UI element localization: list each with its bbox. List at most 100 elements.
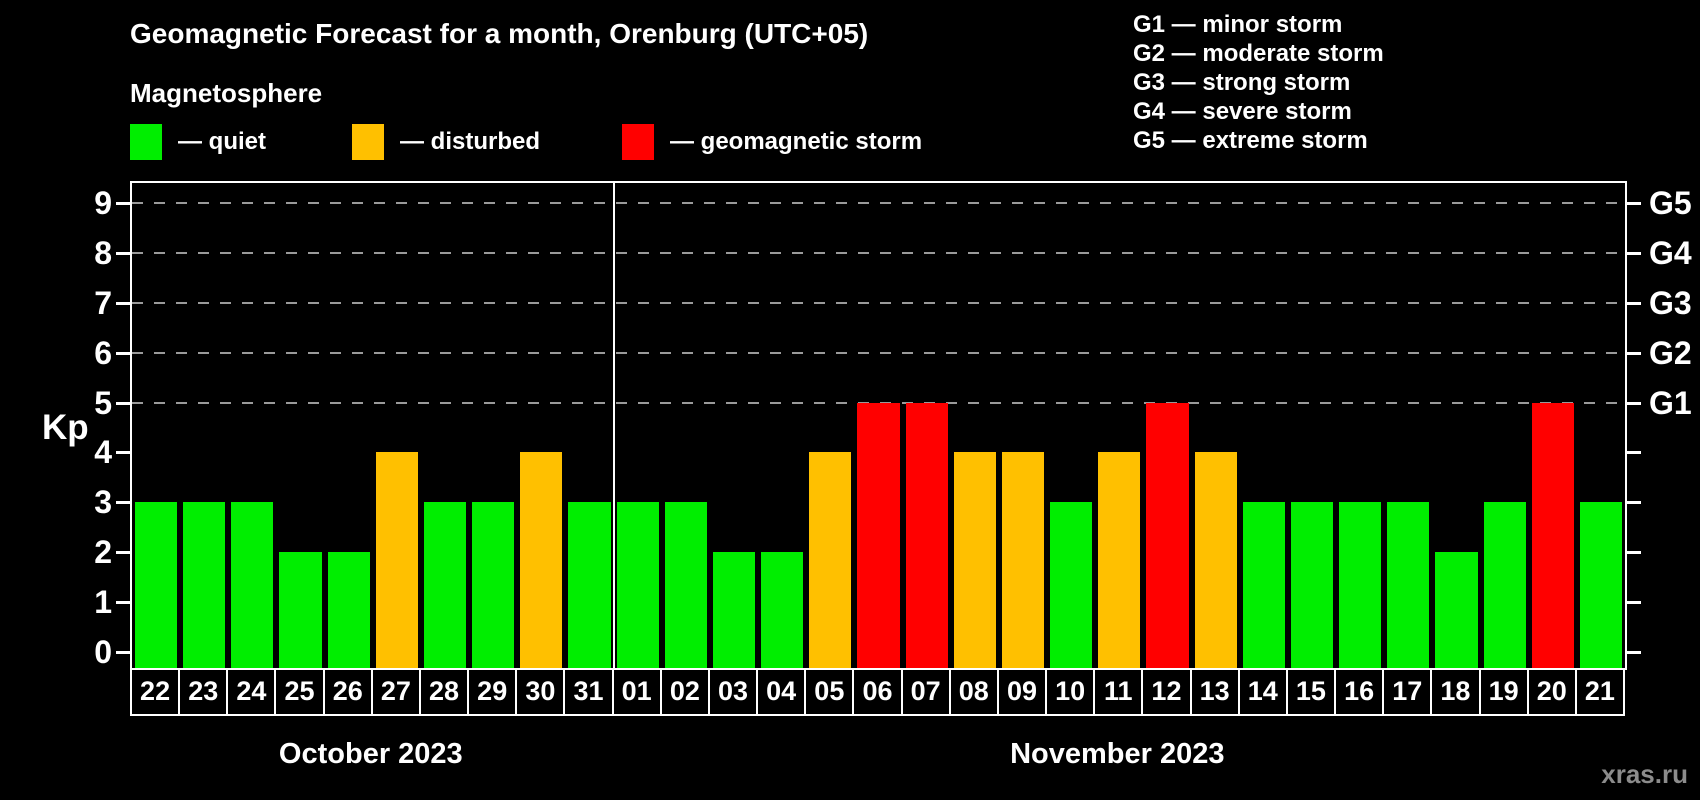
day-label-cell-20: 20	[1526, 668, 1577, 716]
day-label-cell-22: 22	[130, 668, 181, 716]
y-tick-label-3: 3	[94, 484, 112, 521]
right-axis-label-G1: G1	[1649, 384, 1692, 421]
kp-bar-19	[1483, 502, 1526, 668]
y-tick-label-5: 5	[94, 384, 112, 421]
gridline-kp9	[132, 201, 1625, 204]
day-label-cell-17: 17	[1382, 668, 1433, 716]
kp-bar-18	[1435, 552, 1478, 668]
kp-bar-12	[1146, 402, 1189, 668]
right-axis-label-G5: G5	[1649, 184, 1692, 221]
day-label-cell-24: 24	[226, 668, 277, 716]
y-tick-right-8	[1627, 251, 1641, 255]
kp-bar-23	[183, 502, 226, 668]
y-tick-left-5	[116, 401, 130, 405]
kp-bar-05	[809, 452, 852, 668]
y-tick-label-4: 4	[94, 434, 112, 471]
legend-item-storm: — geomagnetic storm	[622, 124, 922, 160]
storm-scale-g2: G2 — moderate storm	[1133, 40, 1384, 67]
kp-bar-03	[712, 552, 756, 668]
month-separator-line	[612, 183, 615, 668]
kp-bar-06	[857, 402, 900, 668]
day-label-cell-15: 15	[1285, 668, 1337, 716]
y-tick-left-2	[116, 551, 130, 555]
quiet-color-swatch	[130, 124, 162, 160]
y-tick-right-6	[1627, 351, 1641, 355]
y-tick-left-1	[116, 601, 130, 605]
y-tick-left-6	[116, 351, 130, 355]
plot-area	[130, 181, 1627, 670]
watermark: xras.ru	[1601, 759, 1688, 789]
day-label-cell-19: 19	[1478, 668, 1529, 716]
y-tick-label-2: 2	[94, 534, 112, 571]
day-label-cell-28: 28	[418, 668, 470, 716]
day-label-cell-06: 06	[852, 668, 903, 716]
kp-bar-04	[761, 552, 804, 668]
kp-bar-29	[472, 502, 515, 668]
y-tick-left-4	[116, 451, 130, 455]
storm-scale-legend: G1 — minor storm G2 — moderate storm G3 …	[1133, 10, 1384, 155]
day-label-cell-07: 07	[900, 668, 951, 716]
month-label-october: October 2023	[278, 738, 463, 770]
y-tick-left-3	[116, 501, 130, 505]
y-tick-label-0: 0	[94, 634, 112, 670]
y-tick-right-4	[1627, 451, 1641, 455]
disturbed-color-swatch	[352, 124, 384, 160]
kp-bar-10	[1050, 502, 1093, 668]
day-label-cell-05: 05	[804, 668, 855, 716]
y-axis-label: Kp	[42, 408, 89, 447]
day-label-cell-09: 09	[996, 668, 1048, 716]
kp-bar-26	[327, 552, 370, 668]
legend-item-quiet: — quiet	[130, 124, 266, 160]
kp-bar-15	[1290, 502, 1334, 668]
kp-bar-14	[1242, 502, 1285, 668]
gridline-kp6	[132, 351, 1625, 354]
day-label-cell-21: 21	[1574, 668, 1625, 716]
y-tick-right-5	[1627, 401, 1641, 405]
day-label-cell-04: 04	[756, 668, 807, 716]
legend-item-disturbed: — disturbed	[352, 124, 540, 160]
kp-bar-09	[1001, 452, 1045, 668]
kp-bar-16	[1339, 502, 1382, 668]
day-label-cell-16: 16	[1334, 668, 1385, 716]
y-tick-left-9	[116, 201, 130, 205]
storm-scale-g5: G5 — extreme storm	[1133, 127, 1368, 154]
day-label-cell-29: 29	[467, 668, 518, 716]
y-tick-right-2	[1627, 551, 1641, 555]
month-label-november: November 2023	[1010, 738, 1225, 770]
day-label-cell-02: 02	[659, 668, 710, 716]
kp-bar-17	[1387, 502, 1430, 668]
day-label-cell-13: 13	[1189, 668, 1240, 716]
right-axis-label-G3: G3	[1649, 284, 1692, 321]
y-tick-right-9	[1627, 201, 1641, 205]
y-tick-left-8	[116, 251, 130, 255]
y-tick-left-7	[116, 301, 130, 305]
kp-bar-30	[520, 452, 563, 668]
day-label-cell-12: 12	[1141, 668, 1192, 716]
kp-bar-21	[1579, 502, 1622, 668]
day-label-cell-18: 18	[1430, 668, 1481, 716]
y-tick-right-0	[1627, 651, 1641, 654]
right-axis-label-G4: G4	[1649, 234, 1692, 271]
kp-bar-01	[616, 502, 659, 668]
day-label-cell-08: 08	[948, 668, 999, 716]
gridline-kp8	[132, 251, 1625, 254]
right-axis-label-G2: G2	[1649, 334, 1692, 371]
page-title: Geomagnetic Forecast for a month, Orenbu…	[130, 18, 869, 49]
legend-label-storm: — geomagnetic storm	[670, 128, 923, 155]
kp-bar-02	[664, 502, 707, 668]
kp-bar-07	[905, 402, 948, 668]
storm-scale-g1: G1 — minor storm	[1133, 11, 1343, 38]
kp-bar-27	[375, 452, 418, 668]
kp-bar-11	[1098, 452, 1141, 668]
y-tick-label-1: 1	[94, 584, 112, 621]
y-tick-label-6: 6	[94, 334, 112, 371]
gridline-kp7	[132, 301, 1625, 304]
kp-bar-28	[423, 502, 467, 668]
kp-bar-24	[231, 502, 274, 668]
y-tick-left-0	[116, 651, 130, 654]
day-label-cell-10: 10	[1045, 668, 1096, 716]
kp-bar-20	[1531, 402, 1574, 668]
y-tick-right-1	[1627, 601, 1641, 605]
kp-bar-08	[953, 452, 996, 668]
